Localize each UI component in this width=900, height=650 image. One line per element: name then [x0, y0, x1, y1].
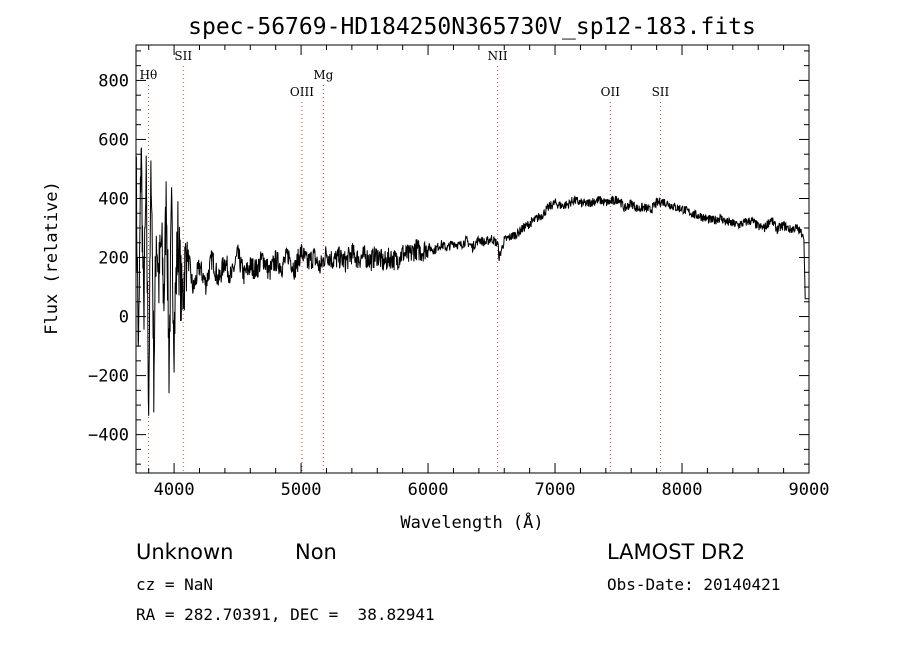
y-axis-label: Flux (relative): [42, 181, 62, 335]
axis-ticks: 4000 5000 6000 7000 8000 9000 −400 −200 0 200 400 6…: [88, 45, 829, 500]
emission-line-label: OII: [601, 85, 621, 99]
y-tick-label: 400: [98, 189, 129, 209]
y-tick-label: −400: [88, 426, 129, 446]
spectrum-line: [135, 147, 809, 416]
emission-line-label: SII: [652, 85, 670, 99]
emission-line-label: Hθ: [140, 68, 158, 82]
x-tick-label: 8000: [662, 480, 703, 500]
emission-line-markers: Hθ SII OIII Mg NII OII SII: [140, 49, 670, 473]
coordinates: RA = 282.70391, DEC = 38.82941: [136, 605, 435, 624]
x-tick-label: 9000: [789, 480, 830, 500]
y-tick-label: 200: [98, 249, 129, 269]
survey-name: LAMOST DR2: [607, 540, 746, 564]
spectrum-chart: spec-56769-HD184250N365730V_sp12-183.fit…: [42, 14, 829, 533]
obs-date: Obs-Date: 20140421: [607, 575, 781, 594]
x-tick-label: 5000: [281, 480, 322, 500]
chart-title: spec-56769-HD184250N365730V_sp12-183.fit…: [188, 14, 756, 40]
emission-line-label: SII: [174, 49, 192, 63]
x-axis-label: Wavelength (Å): [400, 511, 543, 533]
x-tick-label: 6000: [408, 480, 449, 500]
emission-line-label: NII: [488, 49, 508, 63]
y-tick-label: −200: [88, 367, 129, 387]
emission-line-label: Mg: [313, 68, 333, 82]
x-tick-label: 4000: [154, 480, 195, 500]
y-tick-label: 600: [98, 130, 129, 150]
y-tick-label: 800: [98, 71, 129, 91]
x-tick-label: 7000: [535, 480, 576, 500]
y-tick-label: 0: [119, 308, 129, 328]
object-type: Unknown: [136, 540, 234, 564]
emission-line-label: OIII: [290, 85, 314, 99]
redshift-value: cz = NaN: [136, 575, 214, 594]
plot-frame: [135, 44, 810, 474]
object-subclass: Non: [295, 540, 337, 564]
